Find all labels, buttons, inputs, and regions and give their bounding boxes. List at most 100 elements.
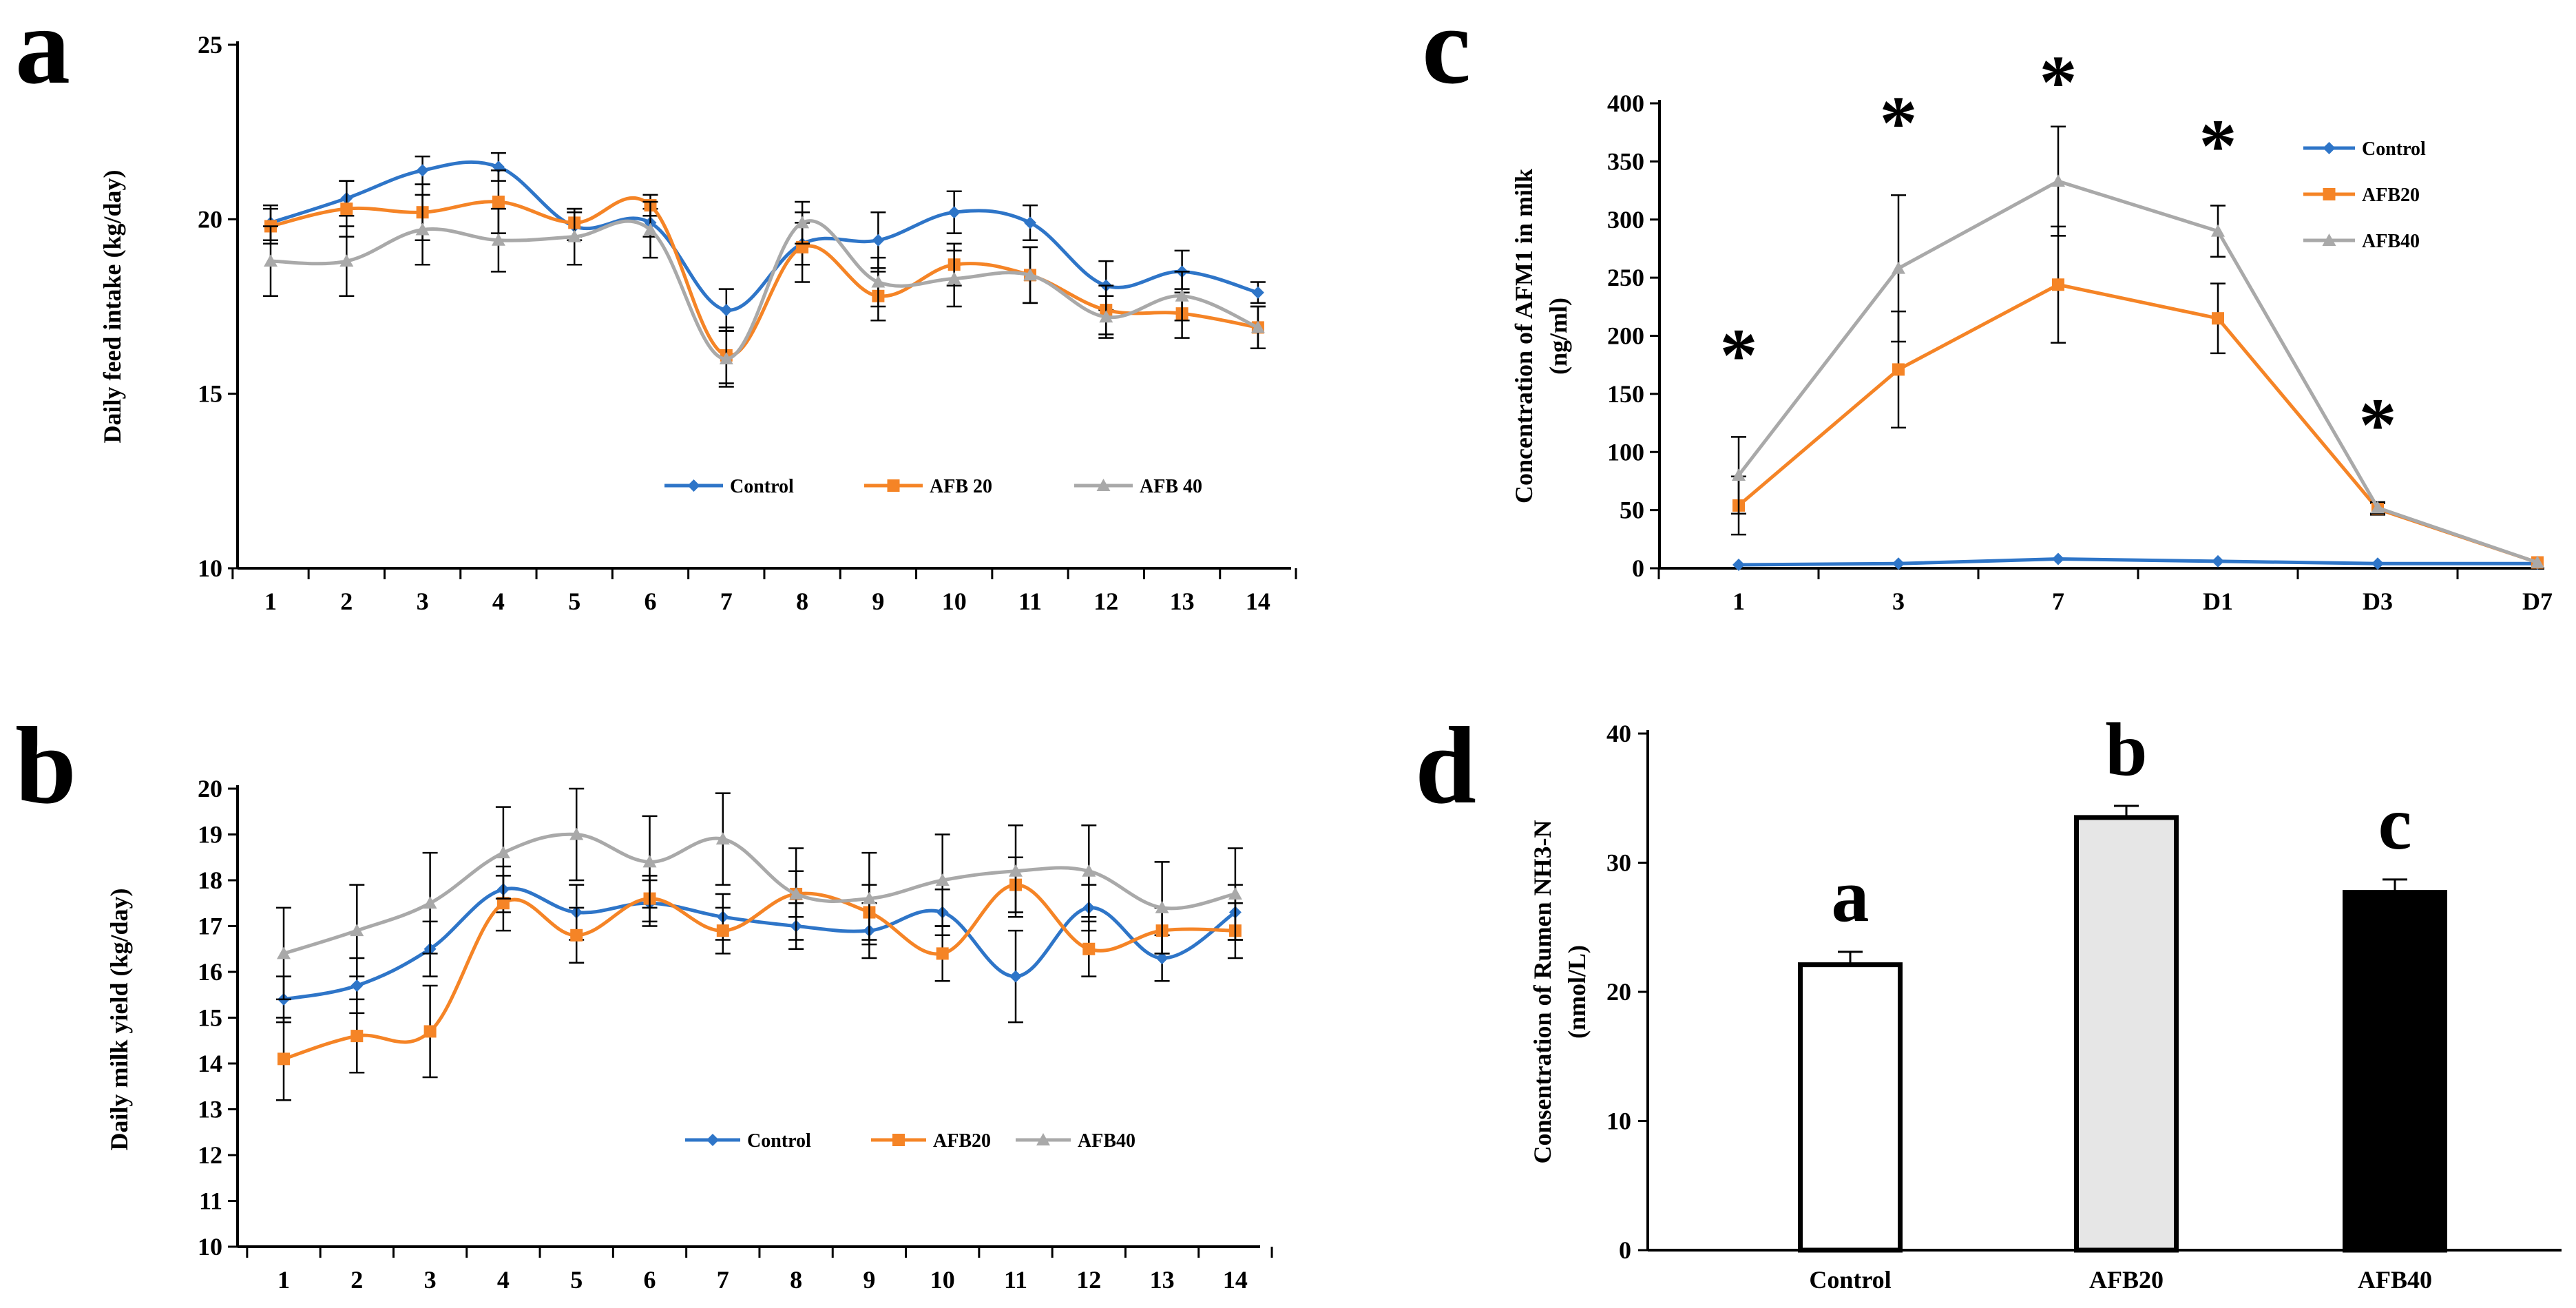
data-point	[492, 196, 505, 208]
x-tick-label: D1	[2203, 588, 2233, 615]
legend-swatch-marker	[2323, 188, 2336, 200]
x-tick-label: 12	[1076, 1266, 1101, 1294]
data-point	[415, 222, 430, 236]
y-tick-label: 10	[1606, 1108, 1631, 1135]
x-tick-label: 3	[424, 1266, 437, 1294]
y-tick-label: 400	[1607, 90, 1644, 117]
x-tick-label: 14	[1223, 1266, 1248, 1294]
y-tick-label: 10	[198, 1233, 222, 1260]
legend-item: AFB 40	[1074, 476, 1202, 497]
data-point	[491, 233, 505, 246]
legend-item: Control	[664, 476, 794, 497]
y-tick-label: 20	[198, 205, 222, 233]
data-point	[1009, 864, 1023, 877]
data-point	[642, 855, 657, 868]
y-tick-label: 20	[1606, 978, 1631, 1006]
x-tick-label: D7	[2522, 588, 2553, 615]
legend-item: AFB20	[871, 1130, 991, 1152]
data-point	[2052, 278, 2064, 291]
legend-label: Control	[747, 1130, 811, 1152]
data-point	[1155, 900, 1169, 913]
data-point	[423, 1025, 437, 1038]
data-point	[1155, 952, 1169, 965]
data-point	[935, 873, 950, 886]
significance-star: *	[2040, 40, 2077, 124]
data-point	[1892, 363, 1905, 376]
x-tick-label: 3	[417, 588, 429, 615]
y-tick-label: 150	[1607, 380, 1644, 408]
x-tick-label: 3	[1892, 588, 1905, 615]
legend-b: Control AFB20 AFB40	[685, 1130, 1135, 1152]
y-tick-label: 19	[198, 821, 222, 849]
data-point	[643, 222, 658, 236]
series-line	[1738, 557, 2537, 567]
data-point	[496, 897, 510, 910]
y-tick-label: 14	[198, 1050, 222, 1077]
data-point	[716, 924, 729, 937]
significance-letter: c	[2378, 781, 2412, 865]
x-tick-label: 1	[264, 588, 277, 615]
data-point	[2212, 554, 2224, 568]
y-tick-label: 250	[1607, 264, 1644, 291]
data-point	[264, 254, 278, 267]
series-afb-40	[263, 194, 1266, 388]
legend-swatch-marker	[1036, 1133, 1050, 1145]
y-tick-label: 300	[1607, 206, 1644, 233]
data-point	[871, 275, 886, 288]
data-point	[1023, 268, 1037, 281]
bar-group-afb40: AFB40 c	[2343, 781, 2447, 1294]
series-afb40	[1731, 125, 2544, 568]
bar	[1798, 962, 1903, 1253]
data-point	[2051, 174, 2065, 187]
data-point	[567, 229, 582, 242]
x-tick-label: 1	[278, 1266, 290, 1294]
x-tick-label: 4	[497, 1266, 510, 1294]
y-axis-label: Daily milk yield (kg/day)	[105, 888, 133, 1150]
significance-star: *	[2359, 383, 2397, 467]
data-point	[720, 304, 733, 317]
y-tick-label: 11	[199, 1187, 222, 1215]
y-tick-label: 15	[198, 380, 222, 408]
legend-label: Control	[730, 476, 794, 497]
y-tick-label: 18	[198, 866, 222, 894]
series-afb-20	[263, 169, 1266, 384]
bar	[2074, 815, 2179, 1253]
y-tick-label: 12	[198, 1141, 222, 1169]
x-tick-label: 1	[1732, 588, 1745, 615]
series-afb20	[1731, 225, 2544, 569]
significance-letter: b	[2105, 707, 2147, 791]
significance-star: *	[2199, 104, 2237, 188]
legend-swatch-marker	[2323, 142, 2336, 154]
data-point	[1228, 886, 1242, 900]
data-point	[715, 832, 730, 845]
data-point	[947, 271, 961, 284]
series-afb40	[276, 787, 1243, 1001]
series-line	[283, 832, 1236, 955]
data-point	[2212, 312, 2224, 325]
legend-item: AFB40	[2303, 231, 2420, 252]
x-tick-label: 10	[942, 588, 967, 615]
legend-swatch-marker	[706, 1134, 719, 1146]
data-point	[569, 827, 584, 840]
x-tick-label: 11	[1018, 588, 1042, 615]
legend-label: AFB40	[2362, 231, 2420, 252]
legend-label: AFB40	[1078, 1130, 1135, 1152]
panel-c: c 0 50 100 150 200 250 300 350 400 1 3 7 D1 D3 D7 Conce…	[1422, 0, 2553, 615]
x-tick-label: 7	[2052, 588, 2064, 615]
data-point	[1009, 970, 1022, 983]
y-tick-label: 0	[1619, 1236, 1631, 1264]
x-tick-label: 4	[492, 588, 505, 615]
x-tick-label: Control	[1809, 1266, 1891, 1294]
y-tick-label: 30	[1606, 849, 1631, 877]
significance-star: *	[1880, 81, 1918, 165]
data-point	[1082, 942, 1096, 955]
y-tick-label: 200	[1607, 322, 1644, 350]
legend-swatch-marker	[687, 479, 700, 492]
x-tick-label: 9	[863, 1266, 875, 1294]
legend-label: Control	[2362, 138, 2426, 160]
data-point	[277, 946, 291, 959]
x-tick-label: 6	[644, 1266, 656, 1294]
data-point	[1175, 289, 1189, 302]
